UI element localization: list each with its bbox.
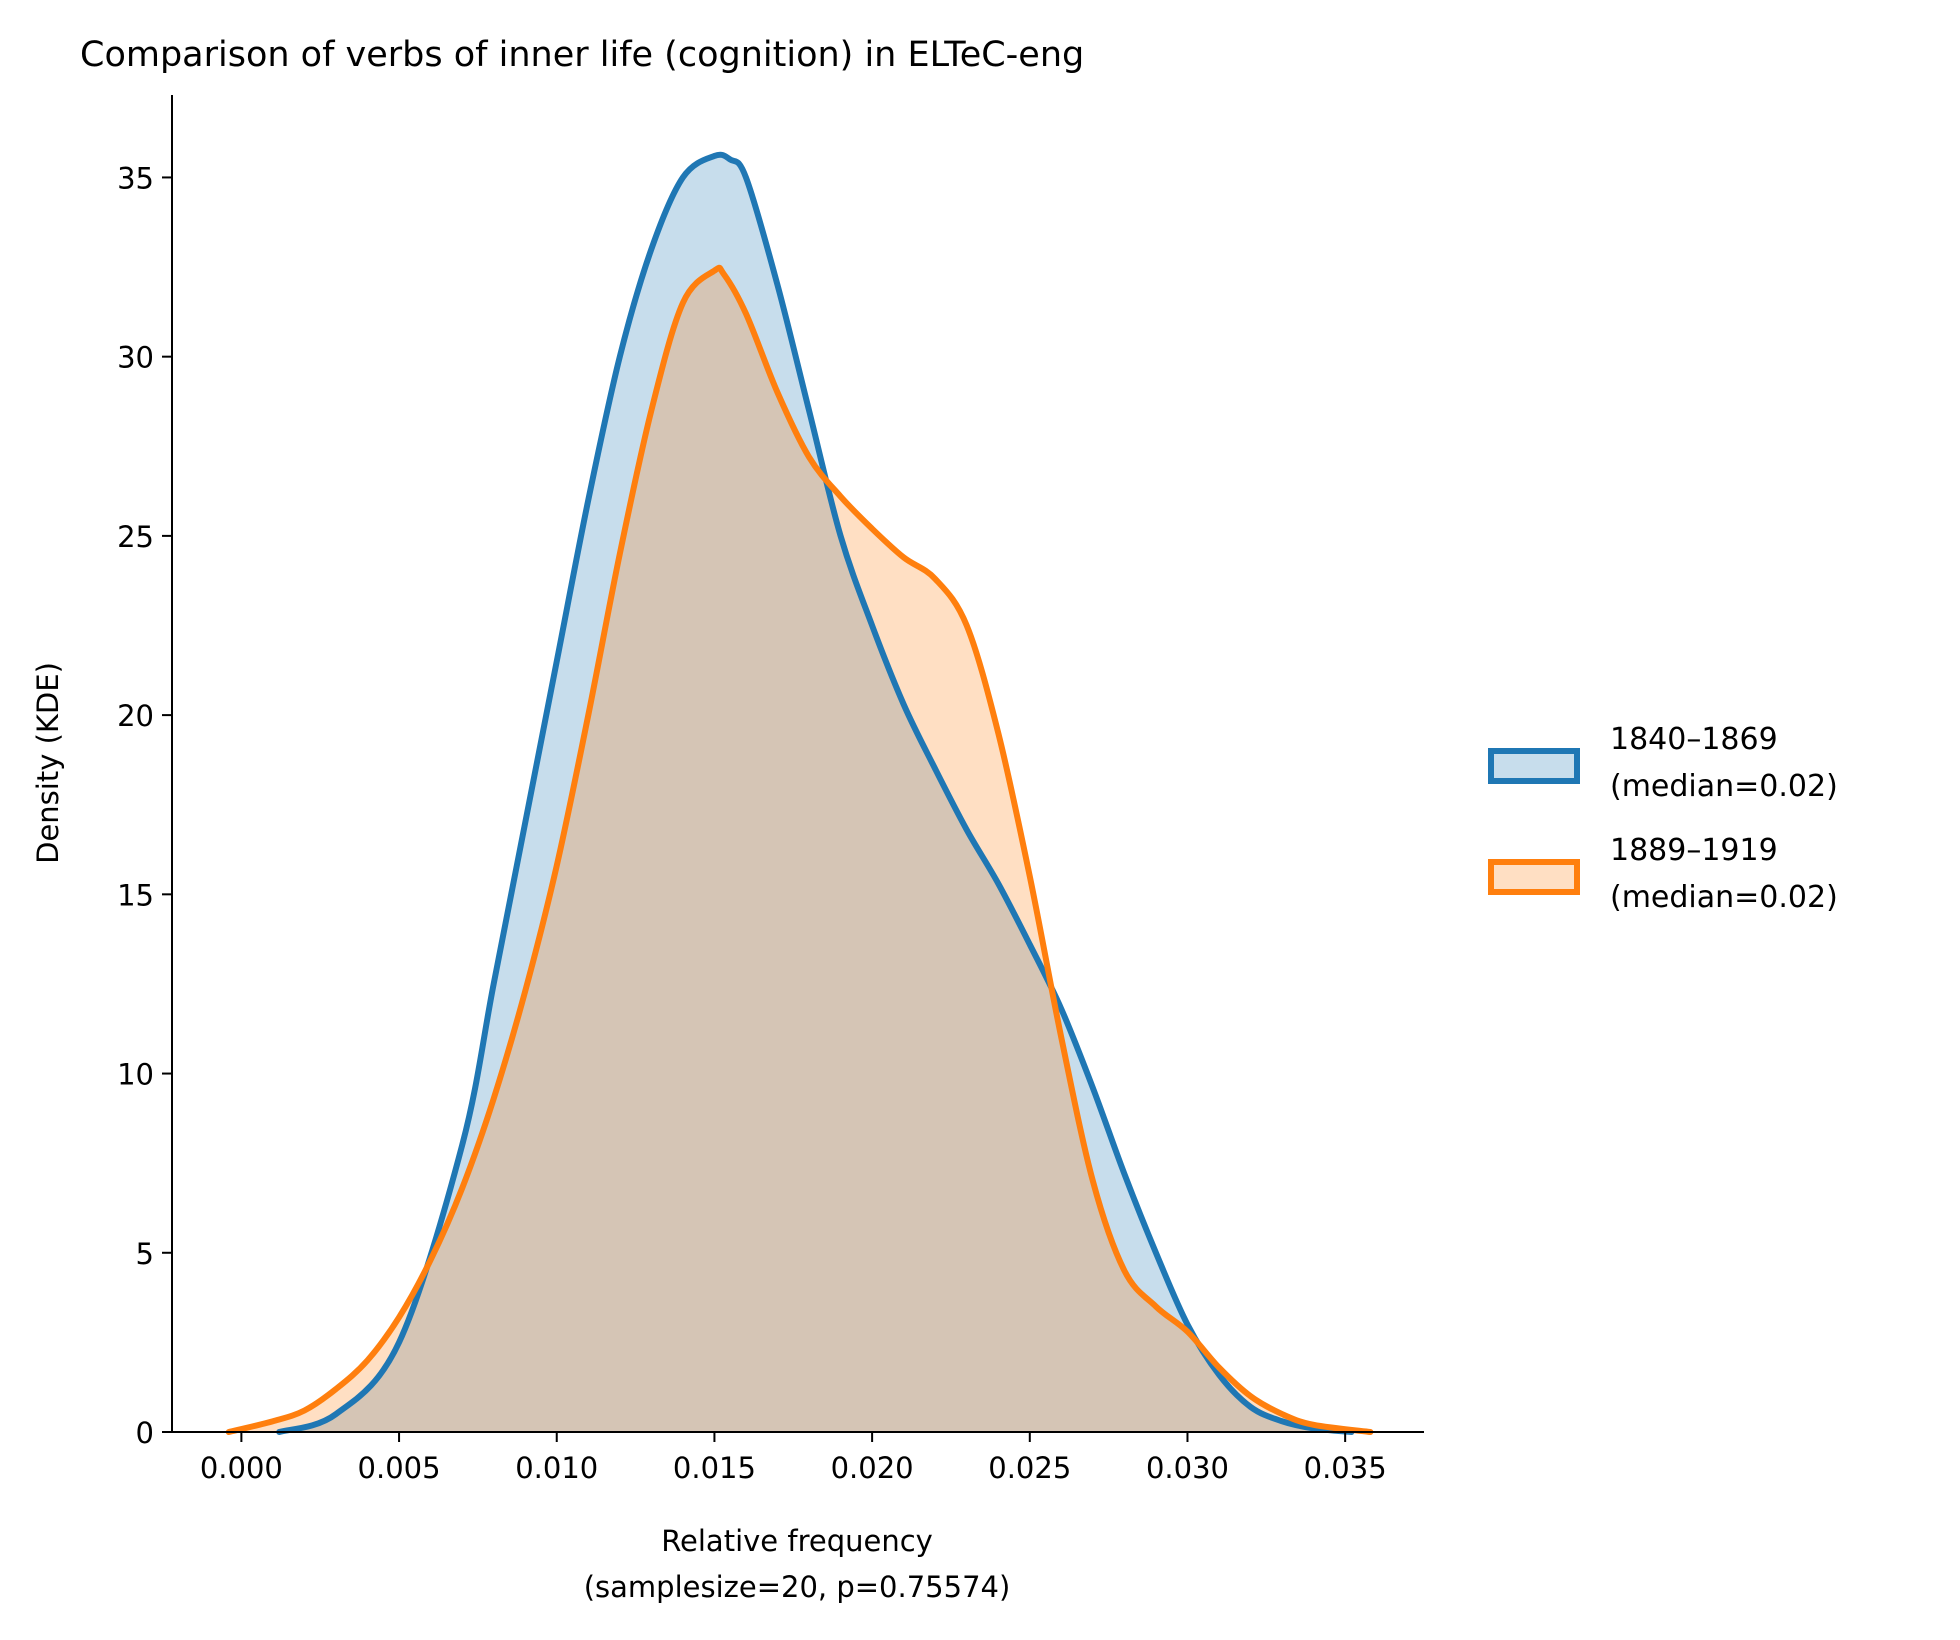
y-axis-ticks: 0 5 10 15 20 25 30 35 [117, 161, 172, 1450]
x-tick-label: 0.000 [200, 1451, 283, 1485]
x-axis-label-line2: (samplesize=20, p=0.75574) [584, 1570, 1011, 1604]
plot-area [225, 151, 1374, 1435]
x-axis-label-line1: Relative frequency [661, 1524, 933, 1558]
y-tick-label: 35 [117, 161, 154, 195]
density-line-series-2 [225, 264, 1374, 1435]
x-tick-label: 0.030 [1146, 1451, 1229, 1485]
x-axis-ticks: 0.000 0.005 0.010 0.015 0.020 0.025 0.030 0.035 [200, 1432, 1387, 1485]
x-tick-label: 0.010 [515, 1451, 598, 1485]
legend-label-series-1-line2: (median=0.02) [1610, 769, 1838, 804]
legend-label-series-2-line1: 1889–1919 [1610, 833, 1778, 868]
legend-label-series-2-line2: (median=0.02) [1610, 880, 1838, 915]
y-tick-label: 5 [136, 1237, 154, 1271]
x-tick-label: 0.015 [673, 1451, 756, 1485]
density-area-series-1 [279, 154, 1352, 1432]
density-lines [225, 151, 1374, 1435]
density-line-series-1 [276, 151, 1355, 1435]
legend-label-series-1-line1: 1840–1869 [1610, 722, 1778, 757]
y-tick-label: 15 [117, 878, 154, 912]
x-tick-label: 0.035 [1304, 1451, 1387, 1485]
y-tick-label: 30 [117, 341, 154, 375]
legend-swatch-series-1 [1488, 748, 1580, 784]
y-tick-label: 0 [136, 1416, 154, 1450]
legend-swatch-series-2 [1488, 859, 1580, 895]
density-area-series-2 [228, 267, 1371, 1432]
chart-title: Comparison of verbs of inner life (cogni… [80, 35, 1084, 75]
x-tick-label: 0.025 [988, 1451, 1071, 1485]
y-tick-label: 10 [117, 1058, 154, 1092]
y-tick-label: 25 [117, 520, 154, 554]
x-tick-label: 0.005 [358, 1451, 441, 1485]
y-axis-label: Density (KDE) [31, 662, 65, 864]
legend: 1840–1869 (median=0.02) 1889–1919 (media… [1488, 722, 1838, 915]
density-areas [228, 154, 1371, 1432]
x-tick-label: 0.020 [831, 1451, 914, 1485]
y-tick-label: 20 [117, 699, 154, 733]
